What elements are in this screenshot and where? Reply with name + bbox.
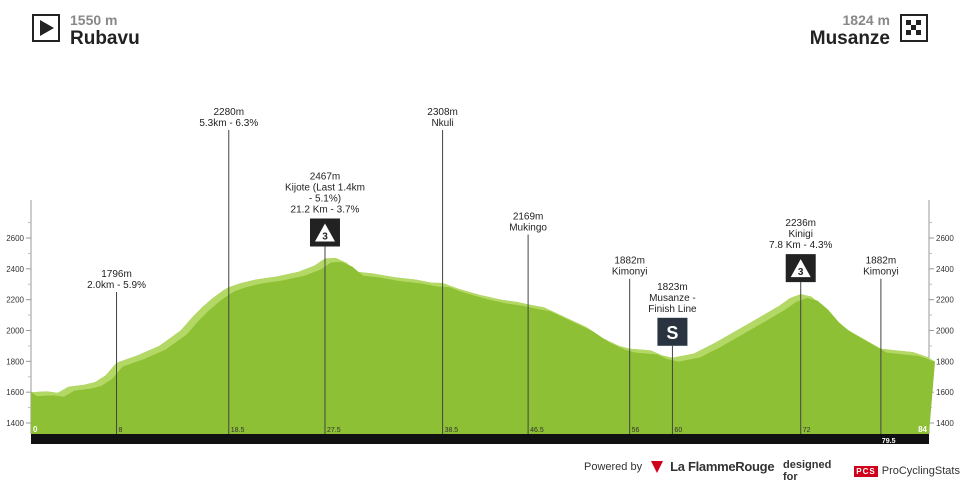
point-label: Kimonyi <box>863 267 899 278</box>
km-marker: 38.5 <box>445 427 459 434</box>
flame-rouge-brand: La FlammeRouge <box>670 459 775 474</box>
mountain-icon <box>314 223 335 242</box>
point-label: 2280m <box>213 107 244 118</box>
km-marker-finish-line: 79.5 <box>882 438 896 445</box>
point-label: Kimonyi <box>612 267 648 278</box>
point-label: 2.0km - 5.9% <box>87 280 146 291</box>
mountain-icon <box>790 259 811 278</box>
powered-by: Powered by La FlammeRouge <box>584 459 775 474</box>
point-label: 1823m <box>657 282 688 293</box>
y-tick-label-left: 1800 <box>6 357 24 366</box>
elevation-area-body <box>31 262 935 434</box>
y-tick-label-right: 1800 <box>936 357 954 366</box>
km-marker: 72 <box>803 427 811 434</box>
elevation-highlight <box>31 258 935 397</box>
point-label: 1882m <box>614 256 645 267</box>
y-tick-label-right: 2200 <box>936 296 954 305</box>
distance-bar <box>31 434 929 444</box>
finish-altitude: 1824 m <box>842 12 890 28</box>
point-label: 1882m <box>866 256 897 267</box>
y-tick-label-left: 2000 <box>6 327 24 336</box>
pcs-name: ProCyclingStats <box>881 465 960 477</box>
finish-location: 1824 m Musanze <box>810 12 890 49</box>
point-label: 21.2 Km - 3.7% <box>291 205 360 216</box>
y-tick-label-right: 2000 <box>936 327 954 336</box>
y-tick-label-left: 2400 <box>6 265 24 274</box>
point-label: Mukingo <box>509 222 547 233</box>
climb-category-number: 3 <box>798 267 804 278</box>
finish-name: Musanze <box>809 28 890 49</box>
point-label: Kinigi <box>788 229 812 240</box>
point-label: 5.3km - 6.3% <box>199 118 258 129</box>
y-tick-label-right: 1600 <box>936 388 954 397</box>
sprint-icon: S <box>666 323 678 343</box>
y-tick-label-left: 2600 <box>6 234 24 243</box>
km-marker: 46.5 <box>530 427 544 434</box>
y-tick-label-left: 2200 <box>6 296 24 305</box>
climb-category-number: 3 <box>322 232 328 243</box>
km-marker: 27.5 <box>327 427 341 434</box>
point-label: 2308m <box>427 107 458 118</box>
start-flag-icon <box>32 14 60 42</box>
start-name: Rubavu <box>70 28 140 49</box>
km-marker: 60 <box>674 427 682 434</box>
point-label: Nkuli <box>431 118 453 129</box>
designed-for-label: designed for <box>783 459 832 483</box>
sprint-badge <box>657 317 688 346</box>
point-label: 1796m <box>101 269 132 280</box>
point-label: Kijote (Last 1.4km <box>285 183 365 194</box>
designed-for: designed for PCS ProCyclingStats <box>783 459 960 483</box>
point-label: 2467m <box>310 172 341 183</box>
km-marker-finish: 84 <box>918 425 927 434</box>
finish-flag-icon <box>900 14 928 42</box>
flame-rouge-logo-icon <box>651 460 664 473</box>
point-label: Finish Line <box>648 304 697 315</box>
powered-by-label: Powered by <box>584 460 643 473</box>
y-tick-label-left: 1600 <box>6 388 24 397</box>
point-label: 7.8 Km - 4.3% <box>769 240 832 251</box>
point-label: - 5.1%) <box>309 194 341 205</box>
pcs-logo-icon: PCS <box>854 465 878 477</box>
km-marker: 56 <box>632 427 640 434</box>
y-tick-label-right: 1400 <box>936 419 954 428</box>
point-label: 2236m <box>785 218 816 229</box>
y-tick-label-left: 1400 <box>6 419 24 428</box>
start-altitude: 1550 m <box>70 12 118 28</box>
point-label: Musanze - <box>649 293 696 304</box>
start-location: 1550 m Rubavu <box>70 12 140 49</box>
y-tick-label-right: 2400 <box>936 265 954 274</box>
y-tick-label-right: 2600 <box>936 234 954 243</box>
km-marker-start: 0 <box>33 425 38 434</box>
km-marker: 8 <box>119 427 123 434</box>
point-label: 2169m <box>513 211 544 222</box>
km-marker: 18.5 <box>231 427 245 434</box>
